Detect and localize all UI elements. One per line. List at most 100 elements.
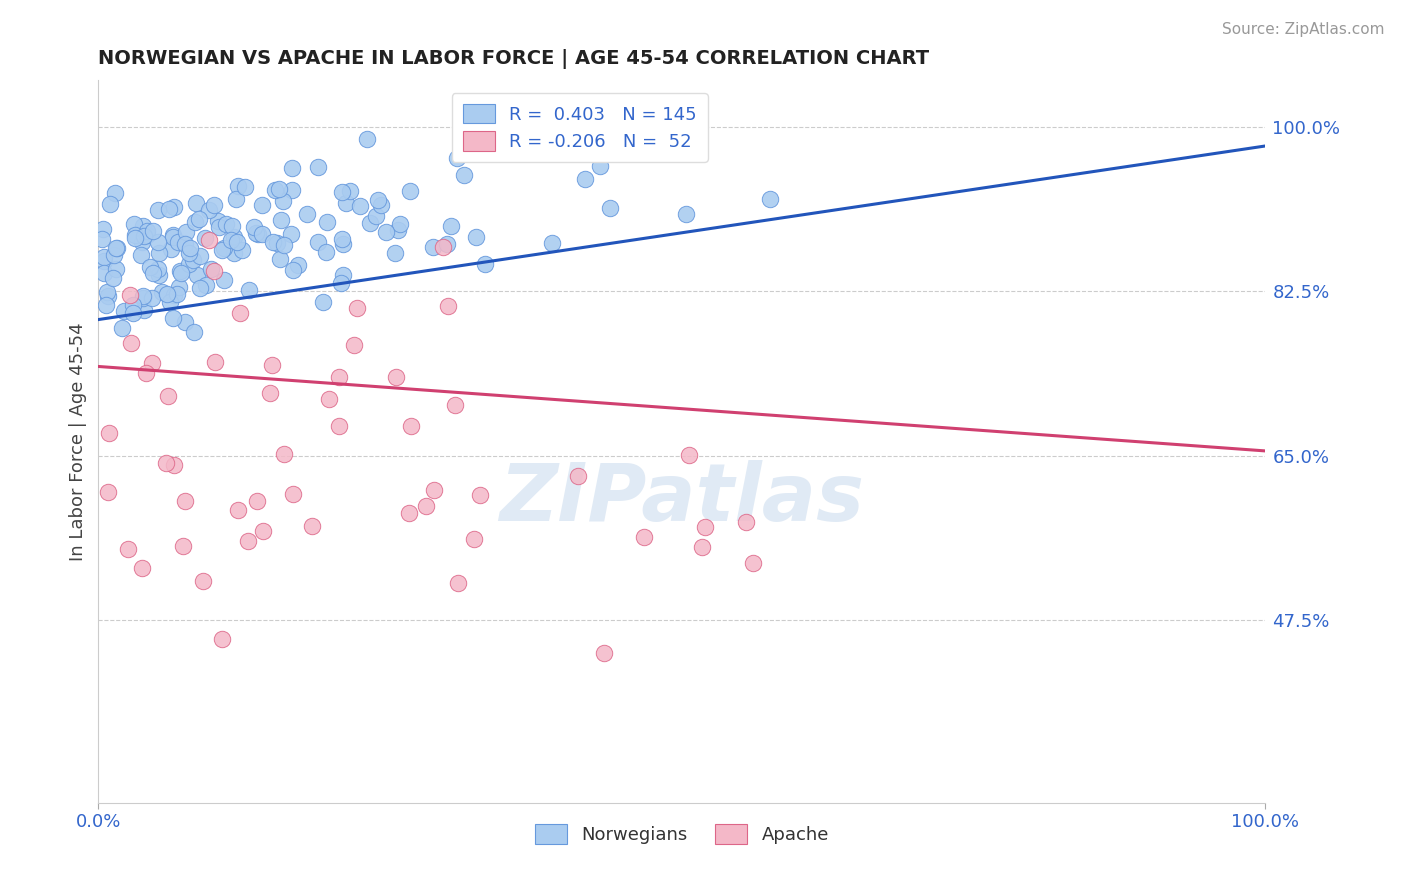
Point	[633, 530, 655, 544]
Point	[243, 219, 266, 234]
Point	[270, 212, 292, 227]
Point	[104, 186, 127, 200]
Point	[269, 252, 291, 266]
Point	[250, 227, 273, 242]
Point	[111, 320, 134, 334]
Point	[117, 541, 139, 556]
Point	[150, 285, 173, 300]
Point	[734, 516, 756, 530]
Point	[367, 194, 389, 208]
Point	[214, 218, 236, 232]
Point	[208, 220, 231, 235]
Point	[136, 227, 159, 242]
Point	[387, 223, 409, 237]
Point	[343, 337, 366, 351]
Point	[202, 264, 225, 278]
Point	[415, 500, 437, 514]
Point	[758, 192, 780, 206]
Point	[399, 185, 422, 199]
Point	[159, 295, 181, 310]
Point	[124, 231, 146, 245]
Point	[222, 245, 245, 260]
Point	[307, 235, 329, 249]
Point	[212, 241, 235, 255]
Point	[266, 236, 288, 251]
Point	[163, 200, 186, 214]
Point	[259, 385, 281, 400]
Point	[105, 241, 128, 255]
Point	[263, 235, 285, 249]
Point	[318, 392, 340, 407]
Point	[307, 160, 329, 174]
Point	[229, 306, 252, 320]
Point	[446, 151, 468, 165]
Point	[191, 574, 214, 588]
Point	[177, 257, 200, 271]
Point	[389, 217, 412, 231]
Point	[142, 224, 165, 238]
Point	[267, 181, 290, 195]
Point	[155, 456, 177, 470]
Point	[273, 447, 295, 461]
Point	[169, 263, 191, 277]
Point	[443, 398, 465, 412]
Point	[166, 235, 188, 250]
Point	[436, 237, 458, 252]
Point	[675, 207, 697, 221]
Point	[200, 262, 222, 277]
Point	[329, 276, 352, 290]
Point	[364, 209, 387, 223]
Point	[349, 199, 371, 213]
Point	[103, 248, 125, 262]
Point	[226, 502, 249, 516]
Point	[238, 283, 260, 297]
Point	[283, 263, 305, 277]
Point	[97, 289, 120, 303]
Point	[181, 252, 204, 267]
Point	[96, 285, 118, 300]
Point	[233, 179, 256, 194]
Point	[202, 198, 225, 212]
Point	[163, 287, 186, 301]
Point	[212, 273, 235, 287]
Point	[222, 230, 245, 244]
Point	[183, 326, 205, 340]
Point	[135, 367, 157, 381]
Point	[97, 485, 120, 500]
Point	[122, 298, 145, 312]
Point	[131, 561, 153, 575]
Point	[742, 556, 765, 570]
Point	[219, 233, 242, 247]
Point	[124, 227, 146, 242]
Point	[440, 219, 463, 233]
Point	[186, 268, 208, 282]
Point	[221, 219, 243, 234]
Point	[156, 287, 179, 301]
Point	[204, 354, 226, 368]
Point	[156, 389, 179, 403]
Point	[179, 241, 201, 255]
Point	[297, 207, 319, 221]
Point	[142, 266, 165, 280]
Point	[330, 232, 353, 246]
Point	[315, 214, 337, 228]
Point	[104, 262, 127, 277]
Point	[474, 257, 496, 271]
Text: Source: ZipAtlas.com: Source: ZipAtlas.com	[1222, 22, 1385, 37]
Point	[422, 239, 444, 253]
Text: ZIPatlas: ZIPatlas	[499, 460, 865, 539]
Point	[148, 268, 170, 283]
Text: NORWEGIAN VS APACHE IN LABOR FORCE | AGE 45-54 CORRELATION CHART: NORWEGIAN VS APACHE IN LABOR FORCE | AGE…	[98, 48, 929, 69]
Point	[195, 277, 218, 292]
Point	[436, 299, 458, 313]
Point	[339, 184, 361, 198]
Point	[567, 469, 589, 483]
Point	[231, 243, 253, 257]
Point	[131, 235, 153, 249]
Point	[163, 458, 186, 472]
Point	[188, 281, 211, 295]
Point	[453, 168, 475, 182]
Legend: Norwegians, Apache: Norwegians, Apache	[527, 817, 837, 852]
Point	[287, 258, 309, 272]
Point	[134, 229, 156, 244]
